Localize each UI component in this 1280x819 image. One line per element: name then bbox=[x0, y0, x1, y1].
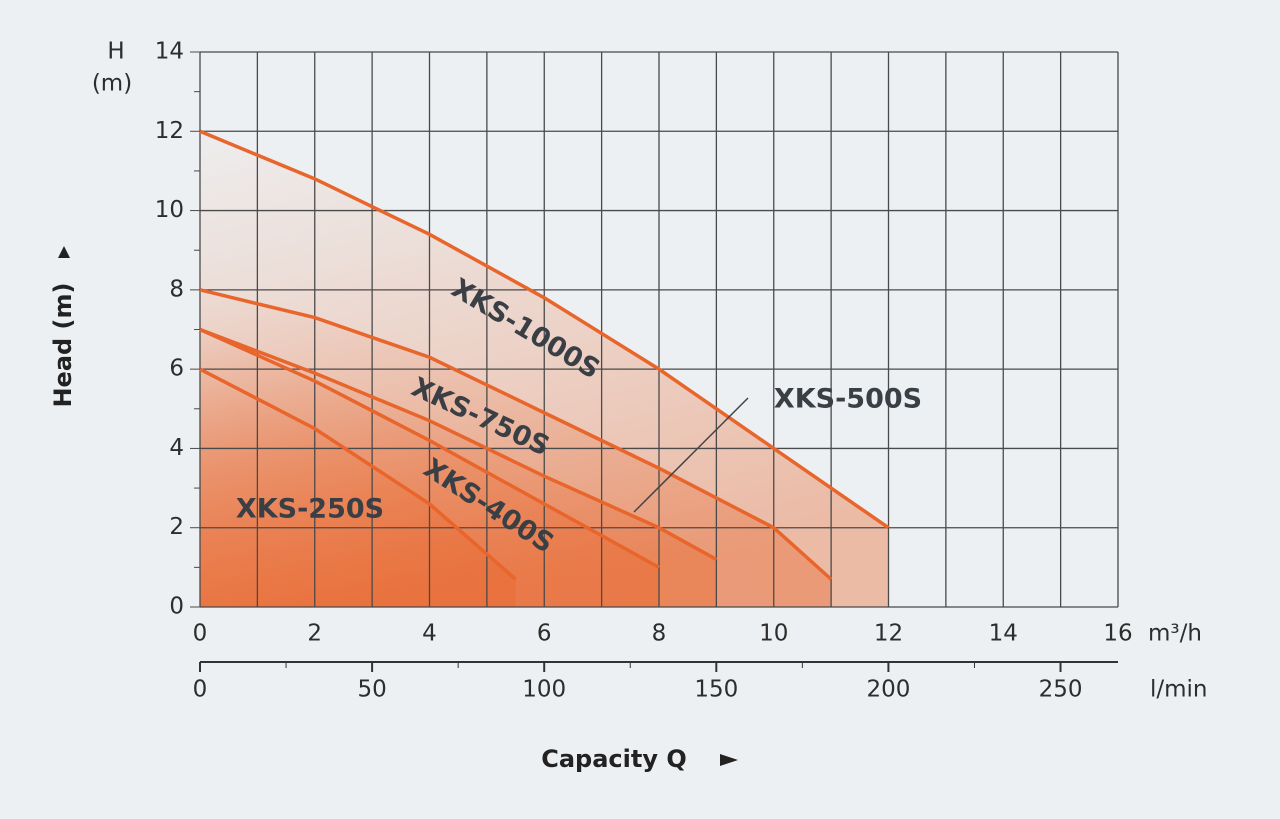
y-tick-label: 0 bbox=[169, 594, 184, 620]
x-axis-title: Capacity Q bbox=[541, 745, 687, 773]
x2-tick-label: 100 bbox=[522, 677, 566, 703]
arrow bbox=[720, 754, 738, 766]
y-tick-label: 10 bbox=[155, 197, 184, 223]
x-tick-label: 6 bbox=[537, 621, 552, 647]
x2-tick-label: 200 bbox=[866, 677, 910, 703]
x2-unit: l/min bbox=[1150, 677, 1208, 703]
line bbox=[199, 327, 660, 569]
line bbox=[199, 367, 517, 581]
y-tick-label: 8 bbox=[169, 276, 184, 302]
arrow bbox=[58, 246, 70, 258]
x2-tick-label: 250 bbox=[1039, 677, 1083, 703]
x-tick-label: 14 bbox=[989, 621, 1018, 647]
y-unit: H bbox=[107, 39, 124, 65]
x-tick-label: 10 bbox=[759, 621, 788, 647]
line bbox=[199, 327, 718, 561]
series-label: XKS-250S bbox=[236, 494, 384, 525]
x2-tick-label: 0 bbox=[193, 677, 208, 703]
x-tick-label: 4 bbox=[422, 621, 437, 647]
y-unit: (m) bbox=[92, 71, 132, 97]
x-tick-label: 16 bbox=[1103, 621, 1132, 647]
x2-tick-label: 150 bbox=[694, 677, 738, 703]
x-tick-label: 0 bbox=[193, 621, 208, 647]
line bbox=[199, 288, 833, 581]
x2-tick-label: 50 bbox=[357, 677, 386, 703]
y-tick-label: 2 bbox=[169, 514, 184, 540]
y-tick-label: 12 bbox=[155, 118, 184, 144]
area bbox=[200, 369, 516, 607]
y-tick-label: 14 bbox=[155, 39, 184, 65]
y-axis-title: Head (m) bbox=[49, 282, 77, 407]
series-label: XKS-500S bbox=[774, 384, 922, 415]
x-unit: m³/h bbox=[1148, 621, 1202, 647]
y-tick-label: 4 bbox=[169, 435, 184, 461]
x-tick-label: 12 bbox=[874, 621, 903, 647]
x-tick-label: 8 bbox=[652, 621, 667, 647]
y-tick-label: 6 bbox=[169, 356, 184, 382]
leader-line bbox=[633, 397, 749, 513]
x-tick-label: 2 bbox=[307, 621, 322, 647]
line bbox=[199, 129, 890, 530]
